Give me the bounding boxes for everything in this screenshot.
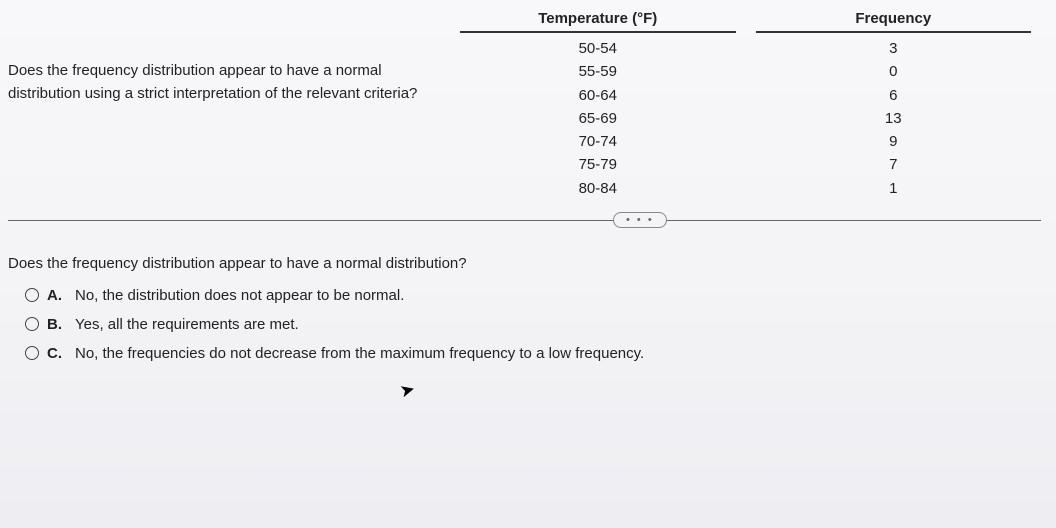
frequency-cell: 6 <box>746 84 1042 107</box>
frequency-cell: 0 <box>746 60 1042 83</box>
answer-choice[interactable]: B. Yes, all the requirements are met. <box>25 316 1048 333</box>
choice-letter: A. <box>47 287 65 304</box>
temperature-cell: 60-64 <box>450 84 746 107</box>
temperature-cell: 70-74 <box>450 130 746 153</box>
frequency-column: Frequency 30613971 <box>746 10 1042 200</box>
temperature-cell: 65-69 <box>450 107 746 130</box>
frequency-cell: 7 <box>746 153 1042 176</box>
question-prompt: Does the frequency distribution appear t… <box>8 255 1048 272</box>
radio-icon[interactable] <box>25 346 39 360</box>
frequency-header: Frequency <box>756 10 1032 33</box>
temperature-cell: 75-79 <box>450 153 746 176</box>
top-region: Does the frequency distribution appear t… <box>0 0 1056 200</box>
frequency-cell: 3 <box>746 37 1042 60</box>
temperature-cell: 55-59 <box>450 60 746 83</box>
answer-choice[interactable]: A. No, the distribution does not appear t… <box>25 287 1048 304</box>
section-divider: • • • <box>0 220 1056 240</box>
choice-text: No, the distribution does not appear to … <box>75 287 404 304</box>
choice-text: No, the frequencies do not decrease from… <box>75 345 644 362</box>
frequency-cell: 1 <box>746 177 1042 200</box>
frequency-cell: 9 <box>746 130 1042 153</box>
frequency-cell: 13 <box>746 107 1042 130</box>
freq-table: Temperature (°F) 50-5455-5960-6465-6970-… <box>450 10 1056 200</box>
question-intro: Does the frequency distribution appear t… <box>0 10 450 200</box>
radio-icon[interactable] <box>25 317 39 331</box>
choice-letter: C. <box>47 345 65 362</box>
temperature-header: Temperature (°F) <box>460 10 736 33</box>
cursor-icon: ➤ <box>398 378 418 402</box>
choices-region: Does the frequency distribution appear t… <box>0 240 1056 362</box>
choice-text: Yes, all the requirements are met. <box>75 316 299 333</box>
radio-icon[interactable] <box>25 288 39 302</box>
choice-letter: B. <box>47 316 65 333</box>
temperature-cell: 80-84 <box>450 177 746 200</box>
temperature-column: Temperature (°F) 50-5455-5960-6465-6970-… <box>450 10 746 200</box>
expand-ellipsis[interactable]: • • • <box>613 212 667 228</box>
divider-line <box>8 220 1041 221</box>
answer-choice[interactable]: C. No, the frequencies do not decrease fr… <box>25 345 1048 362</box>
temperature-cell: 50-54 <box>450 37 746 60</box>
